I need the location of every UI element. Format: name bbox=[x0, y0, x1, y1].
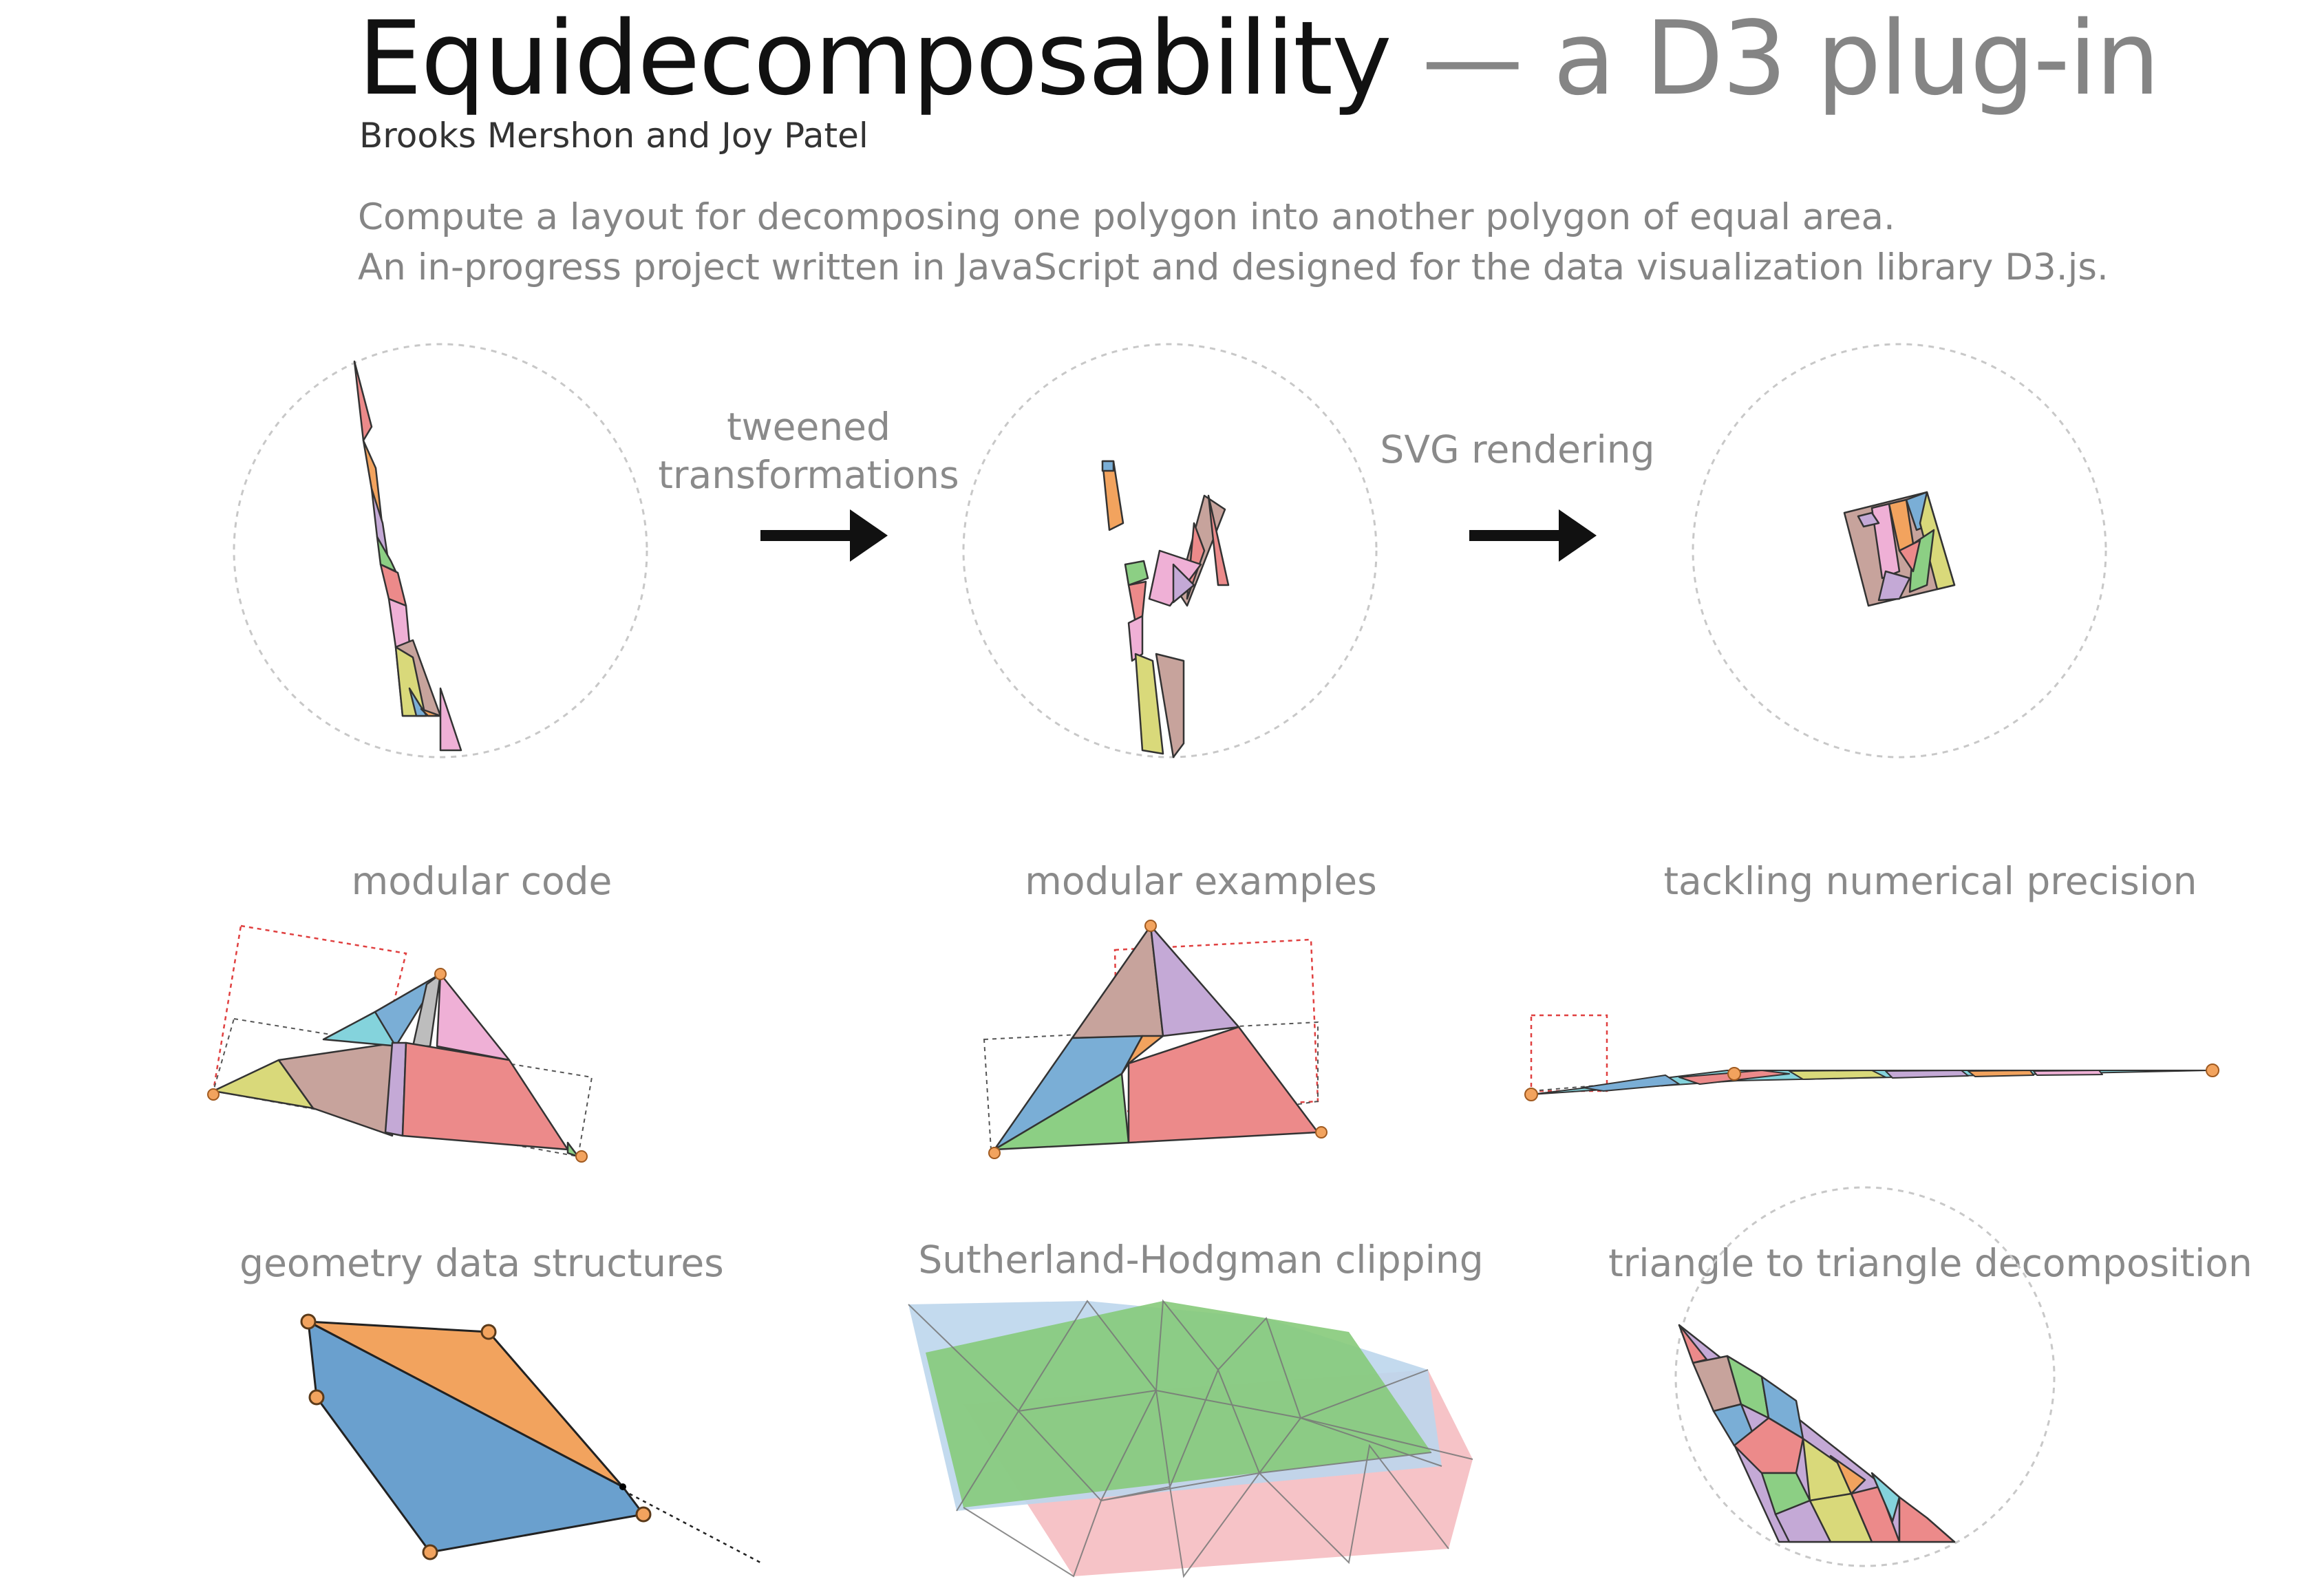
modular-examples-figure bbox=[983, 920, 1328, 1159]
label-tweened: tweened bbox=[727, 405, 891, 449]
label-numerical-precision: tackling numerical precision bbox=[1663, 859, 2197, 903]
guide-circle-triangle bbox=[1674, 1186, 2056, 1567]
numerical-precision-figure bbox=[1524, 1014, 2219, 1101]
arrow-tweened-transformations bbox=[760, 509, 888, 562]
description-line-1: Compute a layout for decomposing one pol… bbox=[358, 196, 1895, 238]
clipping-figure bbox=[908, 1299, 1473, 1578]
guide-circle-source bbox=[233, 343, 648, 759]
triangle-decomposition-figure bbox=[1678, 1324, 1956, 1543]
label-transformations: transformations bbox=[658, 453, 959, 497]
tweened-pieces bbox=[1101, 460, 1230, 759]
title-subtitle: — a D3 plug-in bbox=[1390, 0, 2160, 118]
label-modular-examples: modular examples bbox=[1025, 859, 1377, 903]
description-line-2: An in-progress project written in JavaSc… bbox=[358, 246, 2109, 288]
label-svg-rendering: SVG rendering bbox=[1380, 427, 1655, 472]
label-clipping: Sutherland-Hodgman clipping bbox=[918, 1238, 1484, 1282]
guide-circle-result bbox=[1692, 343, 2107, 759]
sliver-decomposition bbox=[353, 360, 462, 752]
rendered-square bbox=[1843, 491, 1956, 607]
authors: Brooks Mershon and Joy Patel bbox=[359, 116, 868, 156]
label-modular-code: modular code bbox=[351, 859, 612, 903]
label-triangle-decomposition: triangle to triangle decomposition bbox=[1608, 1241, 2252, 1285]
arrow-svg-rendering bbox=[1469, 509, 1597, 562]
title-main: Equidecomposability bbox=[358, 0, 1392, 118]
label-data-structures: geometry data structures bbox=[239, 1241, 724, 1285]
modular-code-figure bbox=[207, 924, 593, 1163]
guide-circle-tweened bbox=[962, 343, 1378, 759]
page-title: Equidecomposability — a D3 plug-in bbox=[358, 3, 2160, 114]
data-structures-figure bbox=[300, 1313, 761, 1564]
